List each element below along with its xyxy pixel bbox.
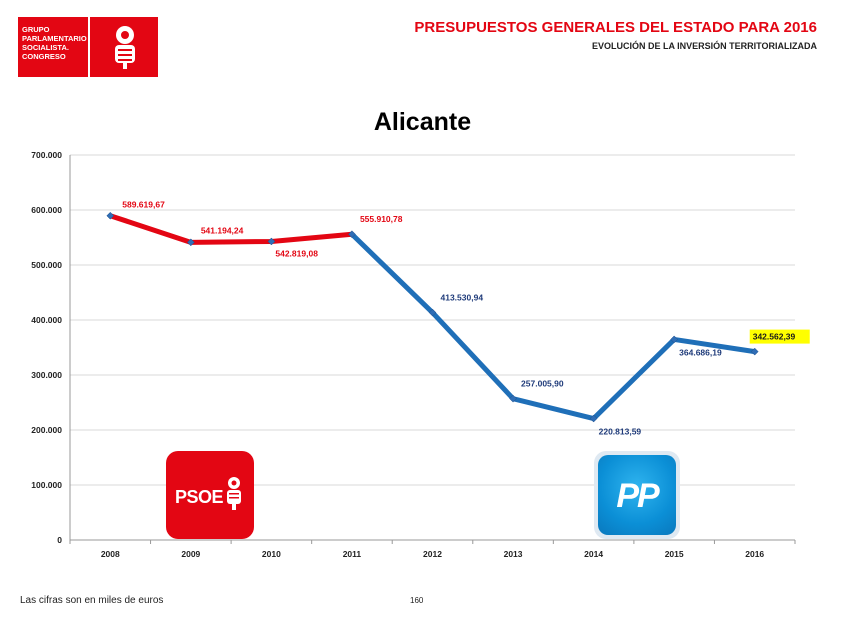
data-label: 257.005,90 <box>521 379 564 389</box>
psoe-logo-text: PSOE <box>175 487 224 507</box>
y-tick-label: 200.000 <box>31 425 62 435</box>
y-tick-label: 500.000 <box>31 260 62 270</box>
data-point <box>670 335 679 344</box>
y-tick-label: 300.000 <box>31 370 62 380</box>
data-label: 220.813,59 <box>599 427 642 437</box>
data-point <box>750 347 759 356</box>
data-point <box>589 414 598 423</box>
y-tick-label: 700.000 <box>31 150 62 160</box>
x-tick-label: 2016 <box>745 549 764 559</box>
x-tick-label: 2008 <box>101 549 120 559</box>
psoe-logo: PSOE <box>166 451 254 539</box>
data-label: 364.686,19 <box>679 347 722 357</box>
chart-title: Alicante <box>373 108 472 136</box>
logo-line: CONGRESO <box>22 52 66 61</box>
x-tick-label: 2009 <box>181 549 200 559</box>
y-tick-label: 0 <box>57 535 62 545</box>
data-point <box>186 238 195 247</box>
pp-logo-badge: PP <box>598 455 676 535</box>
data-label: 542.819,08 <box>275 248 318 258</box>
logo-line: GRUPO <box>22 25 50 34</box>
x-tick-label: 2010 <box>262 549 281 559</box>
data-label: 589.619,67 <box>122 200 165 210</box>
rose-fist-icon <box>227 477 241 510</box>
footer-note: Las cifras son en miles de euros <box>20 595 164 606</box>
y-tick-label: 400.000 <box>31 315 62 325</box>
data-label: 541.194,24 <box>201 225 244 235</box>
data-point <box>267 237 276 246</box>
data-point <box>106 211 115 220</box>
logo-divider <box>88 17 90 77</box>
report-subtitle: EVOLUCIÓN DE LA INVERSIÓN TERRITORIALIZA… <box>591 41 817 51</box>
data-label: 413.530,94 <box>441 293 484 303</box>
gps-congreso-logo: GRUPO PARLAMENTARIO SOCIALISTA. CONGRESO <box>18 17 158 77</box>
logo-line: PARLAMENTARIO <box>22 34 87 43</box>
page-number: 160 <box>410 596 424 605</box>
x-tick-label: 2013 <box>504 549 523 559</box>
data-point <box>348 230 356 239</box>
report-title: PRESUPUESTOS GENERALES DEL ESTADO PARA 2… <box>414 19 817 36</box>
series-line-psoe <box>107 213 355 245</box>
x-tick-label: 2014 <box>584 549 603 559</box>
data-point <box>428 308 437 317</box>
x-tick-label: 2012 <box>423 549 442 559</box>
pp-logo-text: PP <box>616 477 659 515</box>
logo-line: SOCIALISTA. <box>22 43 69 52</box>
y-tick-label: 100.000 <box>31 480 62 490</box>
x-tick-label: 2011 <box>343 549 362 559</box>
data-label: 555.910,78 <box>360 214 403 224</box>
data-label-highlight <box>749 329 810 344</box>
data-point <box>509 394 517 403</box>
x-tick-label: 2015 <box>665 549 684 559</box>
data-label: 342.562,39 <box>753 332 796 342</box>
rose-fist-icon <box>115 26 135 69</box>
logo-text: GRUPO PARLAMENTARIO SOCIALISTA. CONGRESO <box>22 25 88 61</box>
pp-logo: PP <box>594 451 680 539</box>
series-line-pp <box>349 231 758 422</box>
y-tick-label: 600.000 <box>31 205 62 215</box>
